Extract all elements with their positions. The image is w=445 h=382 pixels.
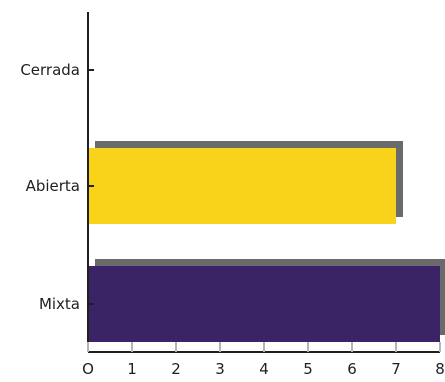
bar-mixta bbox=[88, 266, 440, 342]
x-tick-label-0: O bbox=[82, 360, 94, 378]
axes-layer bbox=[87, 12, 441, 353]
x-tick-label-7: 7 bbox=[391, 360, 401, 378]
x-tick-label-2: 2 bbox=[171, 360, 181, 378]
x-tick-label-3: 3 bbox=[215, 360, 225, 378]
x-tick-label-5: 5 bbox=[303, 360, 313, 378]
labels-layer: O 1 2 3 4 5 6 7 8 Cerrada Abierta Mixta bbox=[20, 61, 444, 378]
x-tick-label-1: 1 bbox=[127, 360, 137, 378]
x-tick-label-8: 8 bbox=[435, 360, 445, 378]
x-tick-label-6: 6 bbox=[347, 360, 357, 378]
bars-layer bbox=[88, 141, 445, 342]
y-tick-label-abierta: Abierta bbox=[26, 177, 80, 195]
bar-abierta bbox=[88, 148, 396, 224]
y-tick-label-mixta: Mixta bbox=[39, 295, 80, 313]
y-tick-label-cerrada: Cerrada bbox=[20, 61, 80, 79]
x-tick-label-4: 4 bbox=[259, 360, 269, 378]
